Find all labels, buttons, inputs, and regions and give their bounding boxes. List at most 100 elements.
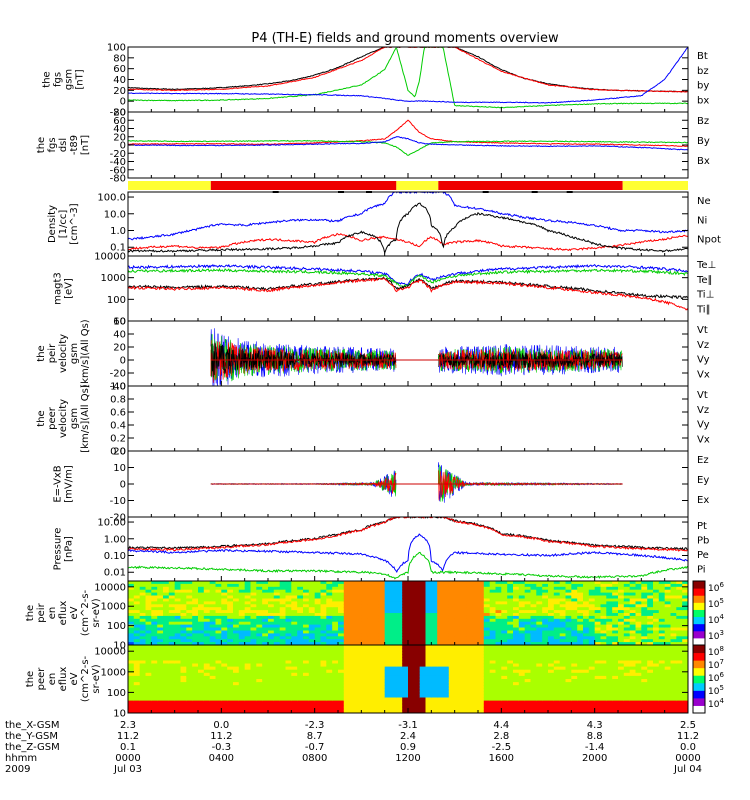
heat-cell [233,669,240,674]
heat-cell [518,685,526,689]
heat-cell [378,660,386,665]
heat-cell [536,657,543,662]
heat-cell [151,642,158,645]
heat-cell [151,613,158,617]
heat-cell [186,601,193,605]
heat-cell [256,592,263,597]
heat-cell [198,607,205,611]
heat-cell [664,642,672,645]
heat-cell [268,657,275,662]
heat-cell [419,654,427,658]
heat-cell [355,624,362,629]
heat-cell [355,630,362,634]
heat-cell [495,583,502,588]
heat-cell [536,621,543,626]
heat-cell [606,581,613,585]
heat-cell [163,685,170,689]
heat-cell [238,583,246,588]
ytick-label-1-2: 40 [113,124,126,135]
heat-cell [198,595,205,599]
heat-cell [606,660,613,665]
heat-cell [437,592,444,597]
heat-cell [174,688,182,692]
heat-cell [466,685,473,689]
heat-cell [326,624,333,629]
heat-cell [384,581,392,585]
heat-cell [594,645,602,649]
heat-cell [437,610,444,614]
heat-cell [606,694,613,699]
heat-cell [594,589,602,594]
heat-cell [472,598,479,602]
heat-cell [501,613,508,617]
heat-cell [238,685,246,689]
heat-cell [133,604,141,608]
heat-cell [338,654,345,658]
heat-cell [308,663,316,668]
heat-cell [559,615,567,620]
heat-cell [594,601,602,605]
legend-Ni: Ni [697,215,707,226]
heat-cell [384,679,392,683]
heat-cell [203,688,211,692]
heat-cell [285,675,292,680]
heat-cell [577,663,584,668]
heat-cell [466,697,473,702]
heat-cell [396,601,403,605]
heat-cell [367,679,374,683]
heat-cell [583,598,590,602]
ytick-label-6-5: 0.0 [110,447,126,458]
heat-cell [676,598,683,602]
heat-cell [594,583,602,588]
heat-cell [378,624,386,629]
heat-cell [273,581,281,585]
heat-cell [279,607,287,611]
heat-cell [361,654,368,658]
heat-cell [297,669,304,674]
heat-cell [180,685,187,689]
heat-cell [437,627,444,631]
heat-cell [192,639,199,643]
heat-cell [186,663,193,668]
heat-cell [682,703,688,708]
heat-cell [501,639,508,643]
series-Bt-line [128,47,688,93]
heat-cell [198,586,205,591]
heat-cell [536,709,543,713]
heat-cell [314,595,322,599]
heat-cell [641,601,648,605]
heat-cell [513,627,520,631]
heat-cell [378,595,386,599]
heat-cell [262,583,269,588]
heat-cell [396,636,403,640]
heat-cell [361,700,368,705]
heat-cell [443,633,450,637]
heat-cell [629,697,637,702]
heat-cell [548,694,555,699]
heat-cell [635,648,642,652]
heat-cell [647,624,654,629]
heat-cell [629,703,637,708]
heat-cell [262,645,269,649]
heat-cell [367,618,374,623]
heat-cell [571,607,578,611]
heat-cell [133,694,141,699]
heat-cell [314,663,322,668]
heat-cell [536,706,543,711]
heat-cell [641,651,648,655]
heat-cell [157,660,164,665]
heat-cell [425,618,432,623]
legend-Te⊥: Te⊥ [696,260,716,271]
heat-cell [623,666,631,671]
heat-cell [676,691,683,696]
heat-cell [653,642,660,645]
heat-cell [343,598,351,602]
heat-cell [676,703,683,708]
heat-cell [524,627,532,631]
heat-cell [343,651,351,655]
heat-cell [151,688,158,692]
heat-cell [466,601,473,605]
heat-cell [588,589,596,594]
heat-cell [682,598,688,602]
